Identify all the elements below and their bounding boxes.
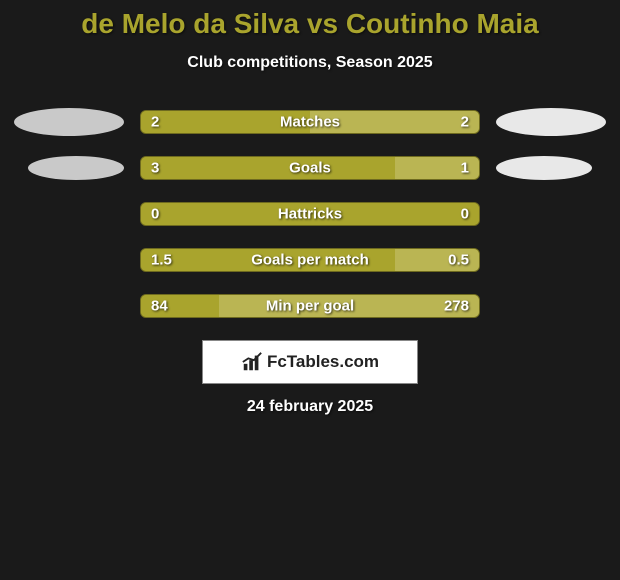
comparison-widget: de Melo da Silva vs Coutinho Maia Club c… <box>0 0 620 416</box>
stat-label: Goals <box>289 160 331 177</box>
player-right-oval <box>496 108 606 136</box>
stat-left-value: 3 <box>151 160 159 177</box>
player-right-oval <box>496 156 592 180</box>
date-label: 24 february 2025 <box>0 398 620 416</box>
stat-label: Goals per match <box>251 252 369 269</box>
stat-row: 0 0 Hattricks <box>0 202 620 226</box>
page-subtitle: Club competitions, Season 2025 <box>0 54 620 72</box>
stat-bar: 3 1 Goals <box>140 156 480 180</box>
stat-bar: 1.5 0.5 Goals per match <box>140 248 480 272</box>
stat-bar: 2 2 Matches <box>140 110 480 134</box>
stat-row: 2 2 Matches <box>0 110 620 134</box>
stat-left-value: 84 <box>151 298 168 315</box>
stat-right-value: 0.5 <box>448 252 469 269</box>
stat-row: 84 278 Min per goal <box>0 294 620 318</box>
stat-rows: 2 2 Matches 3 1 Goals 0 0 Hattricks 1.5 0.5 Goals p… <box>0 110 620 318</box>
stat-right-value: 278 <box>444 298 469 315</box>
stat-right-value: 0 <box>461 206 469 223</box>
stat-label: Hattricks <box>278 206 342 223</box>
stat-row: 1.5 0.5 Goals per match <box>0 248 620 272</box>
stat-left-value: 0 <box>151 206 159 223</box>
source-logo[interactable]: FcTables.com <box>202 340 418 384</box>
stat-left-value: 1.5 <box>151 252 172 269</box>
logo-text: FcTables.com <box>267 352 379 372</box>
player-left-oval <box>14 108 124 136</box>
stat-bar: 84 278 Min per goal <box>140 294 480 318</box>
stat-row: 3 1 Goals <box>0 156 620 180</box>
stat-label: Matches <box>280 114 340 131</box>
chart-icon <box>241 351 263 373</box>
stat-right-value: 2 <box>461 114 469 131</box>
stat-label: Min per goal <box>266 298 354 315</box>
page-title: de Melo da Silva vs Coutinho Maia <box>0 8 620 40</box>
stat-right-value: 1 <box>461 160 469 177</box>
stat-bar: 0 0 Hattricks <box>140 202 480 226</box>
player-left-oval <box>28 156 124 180</box>
stat-left-value: 2 <box>151 114 159 131</box>
